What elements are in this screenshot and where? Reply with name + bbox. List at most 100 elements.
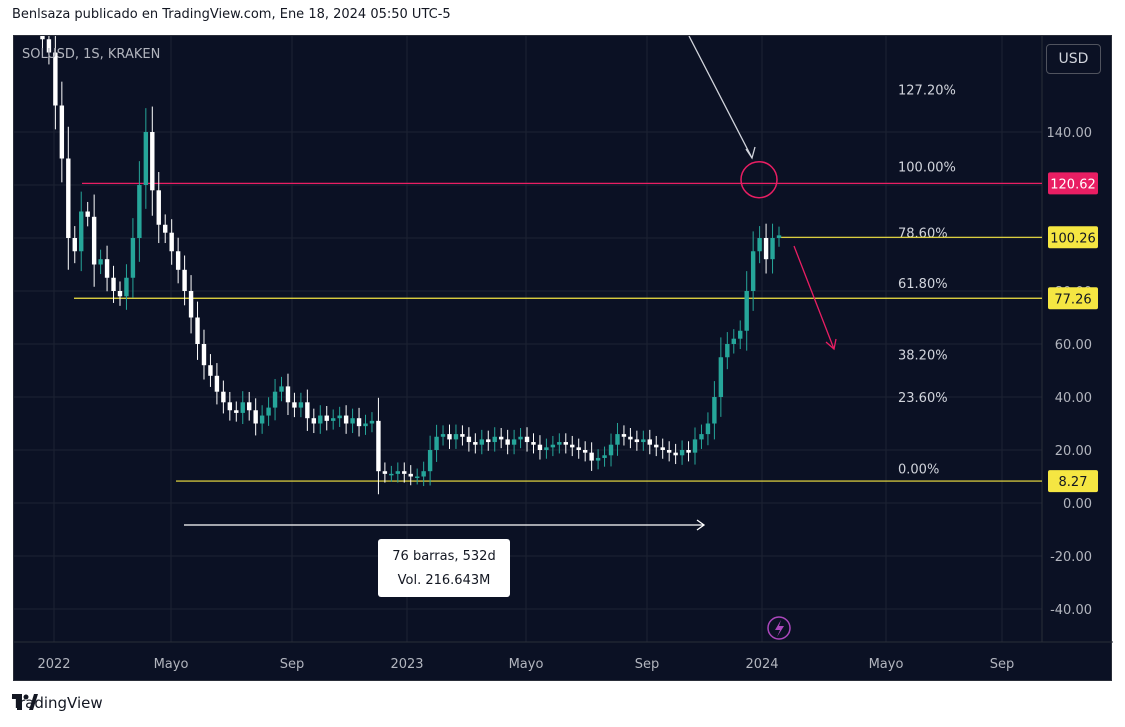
candle-body (318, 415, 323, 424)
candle-body (305, 402, 310, 419)
fib-level-label: 100.00% (898, 160, 956, 175)
candle-body (79, 211, 84, 252)
candle-body (544, 447, 549, 450)
candle-body (253, 410, 258, 424)
candle-body (266, 407, 271, 416)
candle-body (137, 185, 142, 238)
price-label-badge (1048, 287, 1098, 310)
fib-level-label: 0.00% (898, 463, 939, 478)
candle-body (227, 402, 233, 411)
candle-body (259, 415, 265, 424)
candle-body (85, 211, 90, 217)
candle-body (608, 444, 614, 456)
candle-body (402, 471, 407, 474)
x-tick-label: Sep (635, 657, 660, 672)
x-tick-label: Sep (280, 657, 305, 672)
candle-body (156, 190, 161, 225)
candle-body (182, 269, 187, 291)
candle-body (447, 434, 452, 440)
candle-body (492, 436, 497, 443)
candle-body (53, 52, 58, 106)
candle-body (72, 238, 77, 252)
candle-body (537, 444, 543, 450)
x-tick-label: 2022 (37, 657, 70, 672)
candle-body (673, 452, 678, 456)
candle-body (427, 450, 433, 472)
candle-body (589, 452, 594, 461)
candle-body (46, 39, 52, 53)
price-label-text: 8.27 (1059, 475, 1088, 490)
candle-body (234, 410, 239, 413)
tradingview-brand[interactable]: TradingView (12, 694, 103, 712)
x-tick-label: 2024 (745, 657, 778, 672)
candle-body (453, 434, 459, 440)
x-tick-label: Mayo (869, 657, 904, 672)
candlestick-chart[interactable]: 2022 Mayo Sep 2023 Mayo Sep 2024 Mayo Sep 140.00 8… (14, 36, 1113, 682)
candle-body (124, 277, 129, 297)
candle-body (188, 291, 194, 318)
candle-body (628, 436, 633, 440)
down-arrow (793, 245, 835, 350)
candle-body (705, 423, 711, 435)
candle-body (414, 476, 420, 478)
x-tick-label: Mayo (509, 657, 544, 672)
y-tick-label: 60.00 (1055, 338, 1092, 353)
y-tick-label: -20.00 (1050, 550, 1092, 565)
candle-body (750, 251, 756, 291)
annotation-arrowhead (745, 146, 756, 160)
price-label-text: 77.26 (1054, 292, 1091, 307)
highlight-circle (740, 160, 778, 199)
candle-body (350, 418, 355, 424)
candle-body (434, 436, 439, 450)
candle-body (460, 434, 465, 437)
candle-body (40, 36, 45, 40)
candle-body (744, 291, 749, 331)
price-label-badge (1048, 470, 1098, 493)
candle-body (712, 397, 717, 424)
candle-body (757, 238, 762, 252)
candle-body (666, 450, 672, 453)
candle-body (615, 434, 620, 445)
measure-box (378, 539, 510, 597)
x-tick-label: Mayo (154, 657, 189, 672)
candle-body (770, 238, 775, 260)
candle-body (679, 450, 685, 456)
candle-body (66, 158, 71, 238)
candle-body (440, 434, 446, 437)
candle-body (518, 436, 523, 440)
candle-body (647, 439, 652, 445)
x-tick-label: Sep (990, 657, 1015, 672)
candle-body (582, 450, 588, 453)
chart-caption: Benlsaza publicado en TradingView.com, E… (12, 7, 451, 22)
candle-body (143, 132, 149, 185)
lightning-icon[interactable] (767, 616, 791, 640)
fib-level-label: 23.60% (898, 391, 948, 406)
candle-body (163, 224, 168, 233)
y-tick-label: 20.00 (1055, 444, 1092, 459)
candle-body (240, 402, 245, 413)
candle-body (654, 444, 659, 448)
fib-level-label: 78.60% (898, 227, 948, 242)
candle-body (486, 439, 491, 443)
candle-body (479, 439, 484, 445)
candle-body (292, 402, 297, 408)
candle-body (595, 457, 601, 461)
candle-body (337, 415, 342, 419)
candle-body (511, 439, 517, 445)
candle-body (498, 436, 504, 440)
candle-body (208, 365, 213, 376)
candle-body (660, 447, 665, 450)
measure-box-bars: 76 barras, 532d (392, 549, 495, 564)
chart-panel[interactable]: 2022 Mayo Sep 2023 Mayo Sep 2024 Mayo Sep 140.00 8… (13, 35, 1113, 682)
candle-body (117, 291, 123, 297)
candle-body (111, 277, 116, 291)
candle-body (602, 455, 607, 458)
candle-body (557, 442, 562, 445)
currency-button[interactable]: USD (1046, 44, 1101, 74)
symbol-label: SOLUSD, 1S, KRAKEN (22, 47, 161, 62)
candle-body (104, 259, 110, 278)
price-label-text: 100.26 (1050, 231, 1096, 246)
price-label-badge (1048, 226, 1098, 249)
candle-body (98, 259, 103, 265)
candle-body (150, 132, 155, 191)
